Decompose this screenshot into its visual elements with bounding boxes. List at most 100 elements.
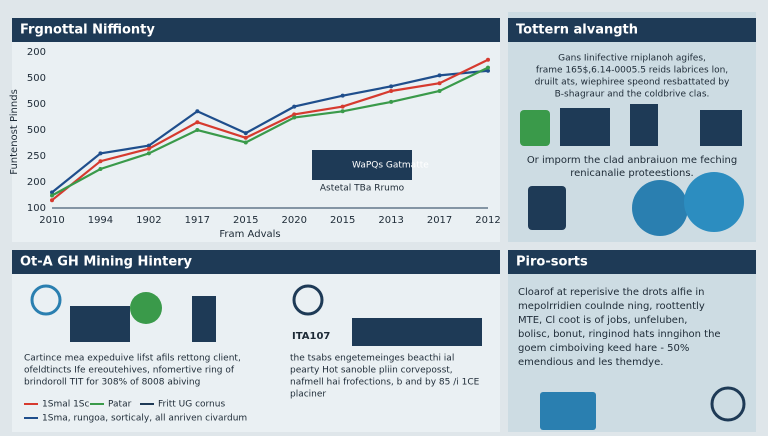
legend-text: Patar: [108, 400, 132, 410]
body-text: mepolrridien coulnde ning, roottently: [518, 301, 705, 312]
panel-header: [508, 18, 756, 42]
y-tick-label: 250: [27, 151, 46, 162]
point: [486, 68, 490, 73]
y-axis-title: Funtenost Pinnds: [9, 89, 20, 175]
body-text: brindoroll TIT for 308% of 8008 abiving: [24, 378, 200, 388]
panel-title: Ot-A GH Mining Hintery: [20, 255, 193, 270]
x-tick-label: 2015: [330, 215, 355, 226]
icon: [528, 186, 566, 230]
point: [243, 135, 248, 140]
inset-box: [312, 150, 412, 180]
panel: [12, 18, 500, 242]
brand: ITA107: [292, 331, 330, 342]
body-text: placiner: [290, 390, 326, 400]
icon: [352, 318, 482, 346]
x-tick-label: 2020: [281, 215, 306, 226]
x-tick-label: 2010: [39, 215, 64, 226]
icon: [292, 284, 324, 316]
x-tick-label: 2017: [427, 215, 452, 226]
body-text: B-shagraur and the coldbrive clas.: [555, 90, 710, 100]
point: [292, 104, 297, 109]
point: [146, 143, 151, 148]
point: [389, 89, 394, 93]
point: [292, 112, 297, 117]
body-text: nafmell hai frofections, b and by 85 /i …: [290, 378, 480, 388]
point: [243, 140, 248, 145]
inset-caption: Astetal TBa Rrumo: [320, 184, 405, 194]
point: [340, 93, 345, 98]
chart-title: Frgnottal Niffionty: [20, 23, 155, 38]
series-line: [51, 66, 489, 197]
point: [389, 84, 394, 89]
point: [340, 109, 345, 114]
point: [50, 190, 54, 195]
point: [195, 109, 200, 114]
icon: [192, 296, 216, 342]
point: [340, 104, 345, 109]
icon: [520, 110, 550, 146]
point: [437, 89, 442, 93]
point: [50, 193, 54, 198]
point: [437, 81, 442, 86]
body-text: ofeldtincts Ife ereoutehives, nfomertive…: [24, 366, 235, 376]
legend-text: 1Sma, rungoa, sorticaly, all anriven civ…: [42, 414, 247, 424]
icon: [70, 306, 130, 342]
point: [437, 73, 442, 78]
icon: [560, 108, 610, 146]
y-tick-label: 200: [27, 47, 46, 58]
y-tick-label: 500: [27, 125, 46, 136]
x-tick-label: 2012: [475, 215, 500, 226]
x-tick-label: 2013: [378, 215, 403, 226]
body-text: Cloarof at reperisive the drots alfie in: [518, 287, 705, 298]
point: [292, 115, 297, 120]
body-text: goem cimboiving keed hare - 50%: [518, 343, 689, 354]
y-tick-label: 200: [27, 177, 46, 188]
body-text: Gans Iinifective rniplanoh agifes,: [558, 54, 706, 64]
y-tick-label: 500: [27, 99, 46, 110]
point: [146, 146, 151, 151]
point: [389, 99, 394, 104]
point: [50, 198, 54, 203]
body-text: Cartince mea expeduive lifst afils retto…: [24, 354, 241, 364]
icon: [130, 292, 162, 324]
icon: [540, 392, 596, 430]
icon: [630, 104, 658, 146]
icon: [710, 386, 746, 422]
point: [195, 128, 200, 132]
y-tick-label: 500: [27, 73, 46, 84]
inset-label: WaPQs Gatmatte: [352, 161, 429, 171]
point: [98, 167, 103, 171]
x-tick-label: 2015: [233, 215, 258, 226]
icon: [632, 180, 688, 236]
icon: [684, 172, 744, 232]
icon: [30, 284, 62, 316]
panel-header: [12, 18, 500, 42]
point: [486, 57, 490, 62]
point: [98, 151, 103, 156]
body-text: frame 165$,6.14-0005.5 reids labrices lo…: [536, 66, 728, 76]
point: [146, 151, 151, 156]
icon: [700, 110, 742, 146]
x-tick-label: 1994: [88, 215, 113, 226]
body-text: druilt ats, wiephiree speond resbattated…: [535, 78, 730, 88]
panel-header: [508, 250, 756, 274]
caption-text: Or imporm the clad anbraiuon me feching: [527, 155, 737, 166]
point: [98, 159, 103, 164]
series-line: [51, 58, 489, 202]
body-text: MTE, Cl coot is of jobs, unfeluben,: [518, 315, 687, 326]
y-tick-label: 100: [27, 203, 46, 214]
panel-title: Tottern alvangth: [516, 23, 638, 38]
body-text: pearty Hot sanoble pliin corveposst,: [290, 366, 453, 376]
panel-header: [12, 250, 500, 274]
caption-text: renicanalie proteestions.: [570, 168, 693, 179]
panel-title: Piro-sorts: [516, 255, 588, 270]
body-text: bolisc, bonut, ringinod hats inngihon th…: [518, 329, 721, 340]
legend-text: 1Smal 1Sc: [42, 400, 90, 410]
x-tick-label: 1917: [185, 215, 210, 226]
point: [486, 65, 490, 70]
point: [195, 120, 200, 125]
body-text: emendious and les themdye.: [518, 357, 663, 368]
body-text: the tsabs engetemeinges beacthi ial: [290, 354, 454, 364]
x-axis-title: Fram Advals: [219, 229, 280, 240]
